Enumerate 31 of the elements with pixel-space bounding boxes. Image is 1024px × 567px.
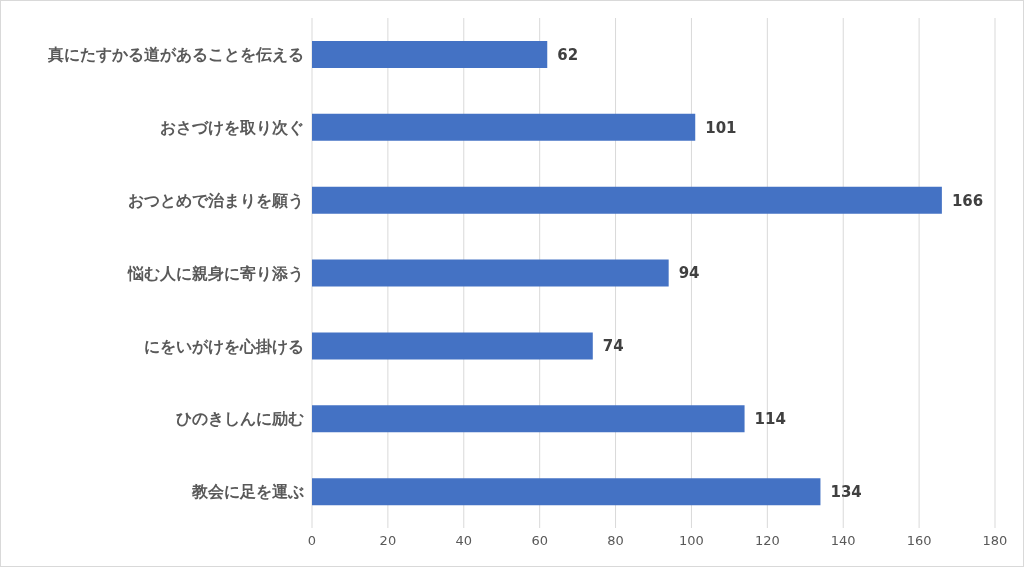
x-tick-label: 180	[982, 533, 1008, 549]
x-tick-label: 120	[754, 533, 780, 549]
x-tick-label: 0	[307, 533, 317, 549]
y-tick-label: おさづけを取り次ぐ	[160, 117, 304, 137]
data-label: 101	[705, 118, 737, 137]
data-label: 62	[557, 45, 579, 64]
x-tick-label: 140	[830, 533, 856, 549]
bar	[312, 332, 593, 360]
bar	[312, 186, 942, 214]
y-tick-label: おつとめで治まりを願う	[128, 190, 304, 210]
bar	[312, 41, 548, 68]
data-label: 74	[602, 337, 624, 356]
y-tick-label: にをいがけを心掛ける	[144, 336, 304, 356]
bar	[312, 405, 745, 433]
x-tick-label: 100	[679, 533, 704, 549]
x-tick-label: 160	[906, 533, 932, 549]
bar	[312, 259, 669, 287]
x-tick-label: 80	[607, 533, 624, 549]
x-tick-label: 40	[455, 533, 473, 549]
y-tick-label: 真にたすかる道があることを伝える	[47, 45, 304, 65]
data-label: 166	[951, 191, 984, 210]
data-label: 134	[830, 482, 862, 501]
y-tick-label: ひのきしんに励む	[176, 409, 304, 429]
data-label: 94	[678, 264, 700, 283]
y-tick-label: 悩む人に親身に寄り添う	[127, 263, 304, 283]
bar	[312, 113, 696, 141]
x-tick-label: 60	[531, 533, 548, 549]
bar	[312, 478, 821, 506]
y-tick-label: 教会に足を運ぶ	[191, 482, 304, 502]
x-tick-label: 20	[379, 533, 397, 549]
data-label: 114	[754, 410, 786, 429]
